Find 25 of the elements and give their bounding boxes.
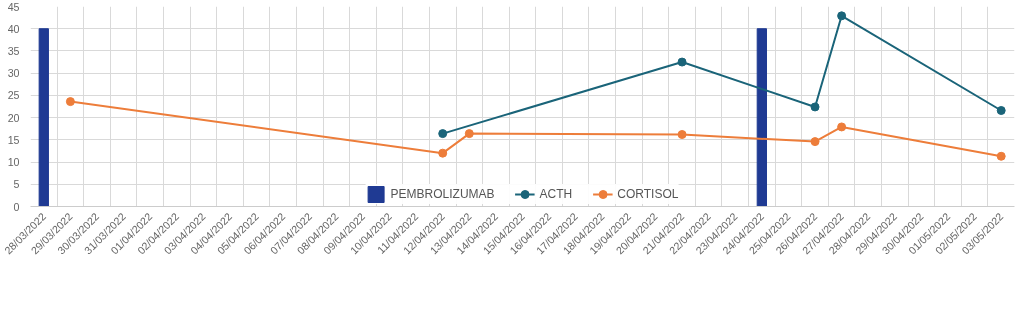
y-tick-label: 40 [7, 22, 20, 35]
y-tick-label: 5 [13, 178, 20, 191]
point [65, 97, 75, 107]
point [677, 130, 687, 139]
y-tick-label: 25 [7, 89, 20, 102]
point [810, 137, 820, 147]
point [996, 151, 1006, 161]
point [837, 11, 847, 21]
point [438, 129, 448, 139]
legend-label: ACTH [539, 187, 573, 201]
y-tick-label: 0 [13, 200, 20, 213]
point [837, 122, 847, 132]
y-tick-label: 35 [7, 44, 20, 57]
y-tick-label: 20 [7, 111, 20, 124]
point [464, 129, 474, 139]
point [810, 102, 820, 112]
legend-label: CORTISOL [617, 187, 679, 201]
y-tick-label: 10 [7, 156, 20, 169]
point [677, 57, 687, 67]
y-tick-label: 30 [7, 67, 20, 80]
legend-label: PEMBROLIZUMAB [390, 187, 495, 201]
y-tick-label: 15 [7, 133, 20, 146]
point [996, 106, 1006, 115]
y-tick-label: 45 [7, 0, 20, 13]
point [438, 148, 448, 158]
